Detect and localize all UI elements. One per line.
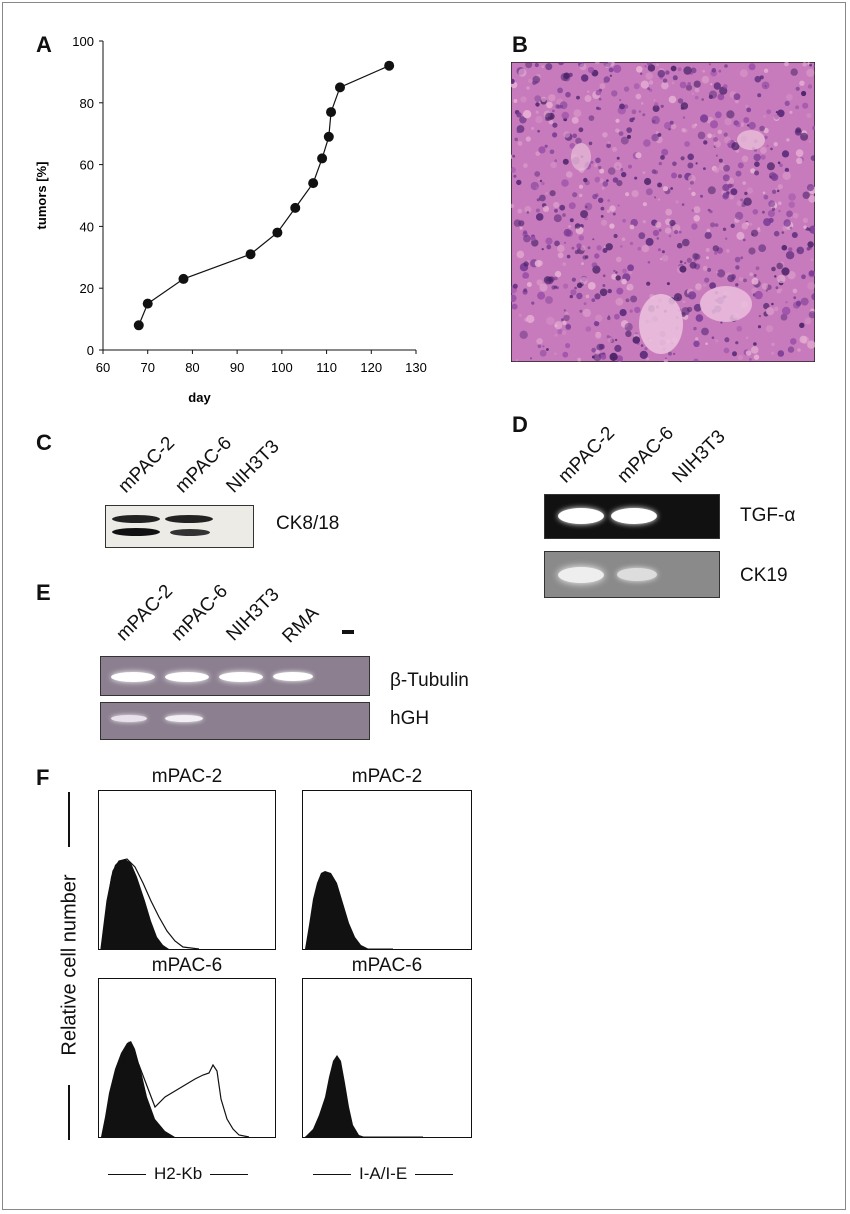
lane-label-negative — [342, 630, 354, 634]
y-tick-label: 100 — [72, 34, 94, 49]
tumor-incidence-chart: 60 70 80 90 100 110 120 130 0 20 40 60 80 100 day tumor… — [34, 34, 427, 405]
data-point — [334, 82, 345, 93]
gel-band — [611, 508, 657, 524]
y-tick-label: 40 — [80, 219, 94, 234]
data-point — [142, 298, 153, 309]
flow-x-label-left: H2-Kb — [100, 1164, 256, 1184]
flow-x-label-right: I-A/I-E — [305, 1164, 461, 1184]
data-point — [326, 107, 337, 118]
axis-line — [68, 1085, 70, 1140]
y-tick-label: 80 — [80, 96, 94, 111]
histogram-title: mPAC-6 — [151, 955, 223, 976]
flow-histogram-iaie-mpac2 — [302, 790, 472, 950]
row-label: β-Tubulin — [390, 670, 469, 691]
western-blot-ck — [105, 505, 254, 548]
panel-label-a: A — [36, 32, 52, 57]
row-label: TGF-α — [740, 505, 796, 526]
flow-histogram-h2kb-mpac6 — [98, 978, 276, 1138]
flow-y-label: Relative cell number — [58, 874, 81, 1056]
gel-ck19 — [544, 551, 720, 598]
data-point — [384, 60, 395, 71]
gel-band — [165, 672, 209, 682]
row-label: CK8/18 — [276, 513, 340, 534]
x-axis-label: day — [188, 390, 211, 405]
y-axis-label: tumors [%] — [34, 162, 49, 230]
flow-histogram-h2kb-mpac2 — [98, 790, 276, 950]
panel-label-d: D — [512, 412, 528, 437]
gel-band — [273, 672, 313, 681]
x-tick-label: 70 — [140, 360, 154, 375]
x-tick-label: 120 — [360, 360, 382, 375]
axis-line — [68, 792, 70, 847]
data-point — [317, 153, 328, 164]
blot-band — [112, 528, 160, 536]
gel-tgf-alpha — [544, 494, 720, 539]
panel-label-b: B — [512, 32, 528, 57]
y-tick-label: 0 — [87, 343, 94, 358]
gel-band — [617, 568, 657, 581]
gel-band — [111, 672, 155, 682]
histology-image — [511, 62, 815, 362]
x-tick-label: 100 — [271, 360, 293, 375]
data-point — [290, 202, 301, 213]
histogram-title: mPAC-2 — [151, 766, 223, 787]
gel-band — [558, 567, 604, 583]
x-tick-label: 60 — [96, 360, 110, 375]
panel-label-c: C — [36, 430, 52, 455]
gel-band — [558, 508, 604, 524]
panel-label-f: F — [36, 765, 50, 790]
x-tick-label: 130 — [405, 360, 427, 375]
gel-band — [219, 672, 263, 682]
histogram-title: mPAC-2 — [351, 766, 423, 787]
data-point — [308, 178, 319, 189]
y-tick-label: 20 — [80, 281, 94, 296]
data-point — [133, 320, 144, 331]
panel-label-e: E — [36, 580, 51, 605]
blot-band — [165, 515, 213, 523]
histogram-title: mPAC-6 — [351, 955, 423, 976]
x-tick-label: 80 — [185, 360, 199, 375]
data-point — [323, 131, 334, 142]
blot-band — [112, 515, 160, 523]
gel-band — [165, 715, 203, 722]
flow-histogram-iaie-mpac6 — [302, 978, 472, 1138]
y-tick-label: 60 — [80, 158, 94, 173]
gel-beta-tubulin — [100, 656, 370, 696]
row-label: CK19 — [740, 565, 788, 586]
row-label: hGH — [390, 708, 430, 729]
x-tick-label: 90 — [230, 360, 244, 375]
x-tick-label: 110 — [316, 360, 337, 375]
data-point — [272, 227, 283, 238]
flow-x-label-text: H2-Kb — [154, 1164, 203, 1183]
flow-x-label-text: I-A/I-E — [359, 1164, 408, 1183]
data-point — [245, 249, 256, 260]
gel-band — [111, 715, 147, 722]
blot-band — [170, 529, 210, 536]
gel-hgh — [100, 702, 370, 740]
data-line — [138, 65, 390, 326]
data-point — [178, 273, 189, 284]
